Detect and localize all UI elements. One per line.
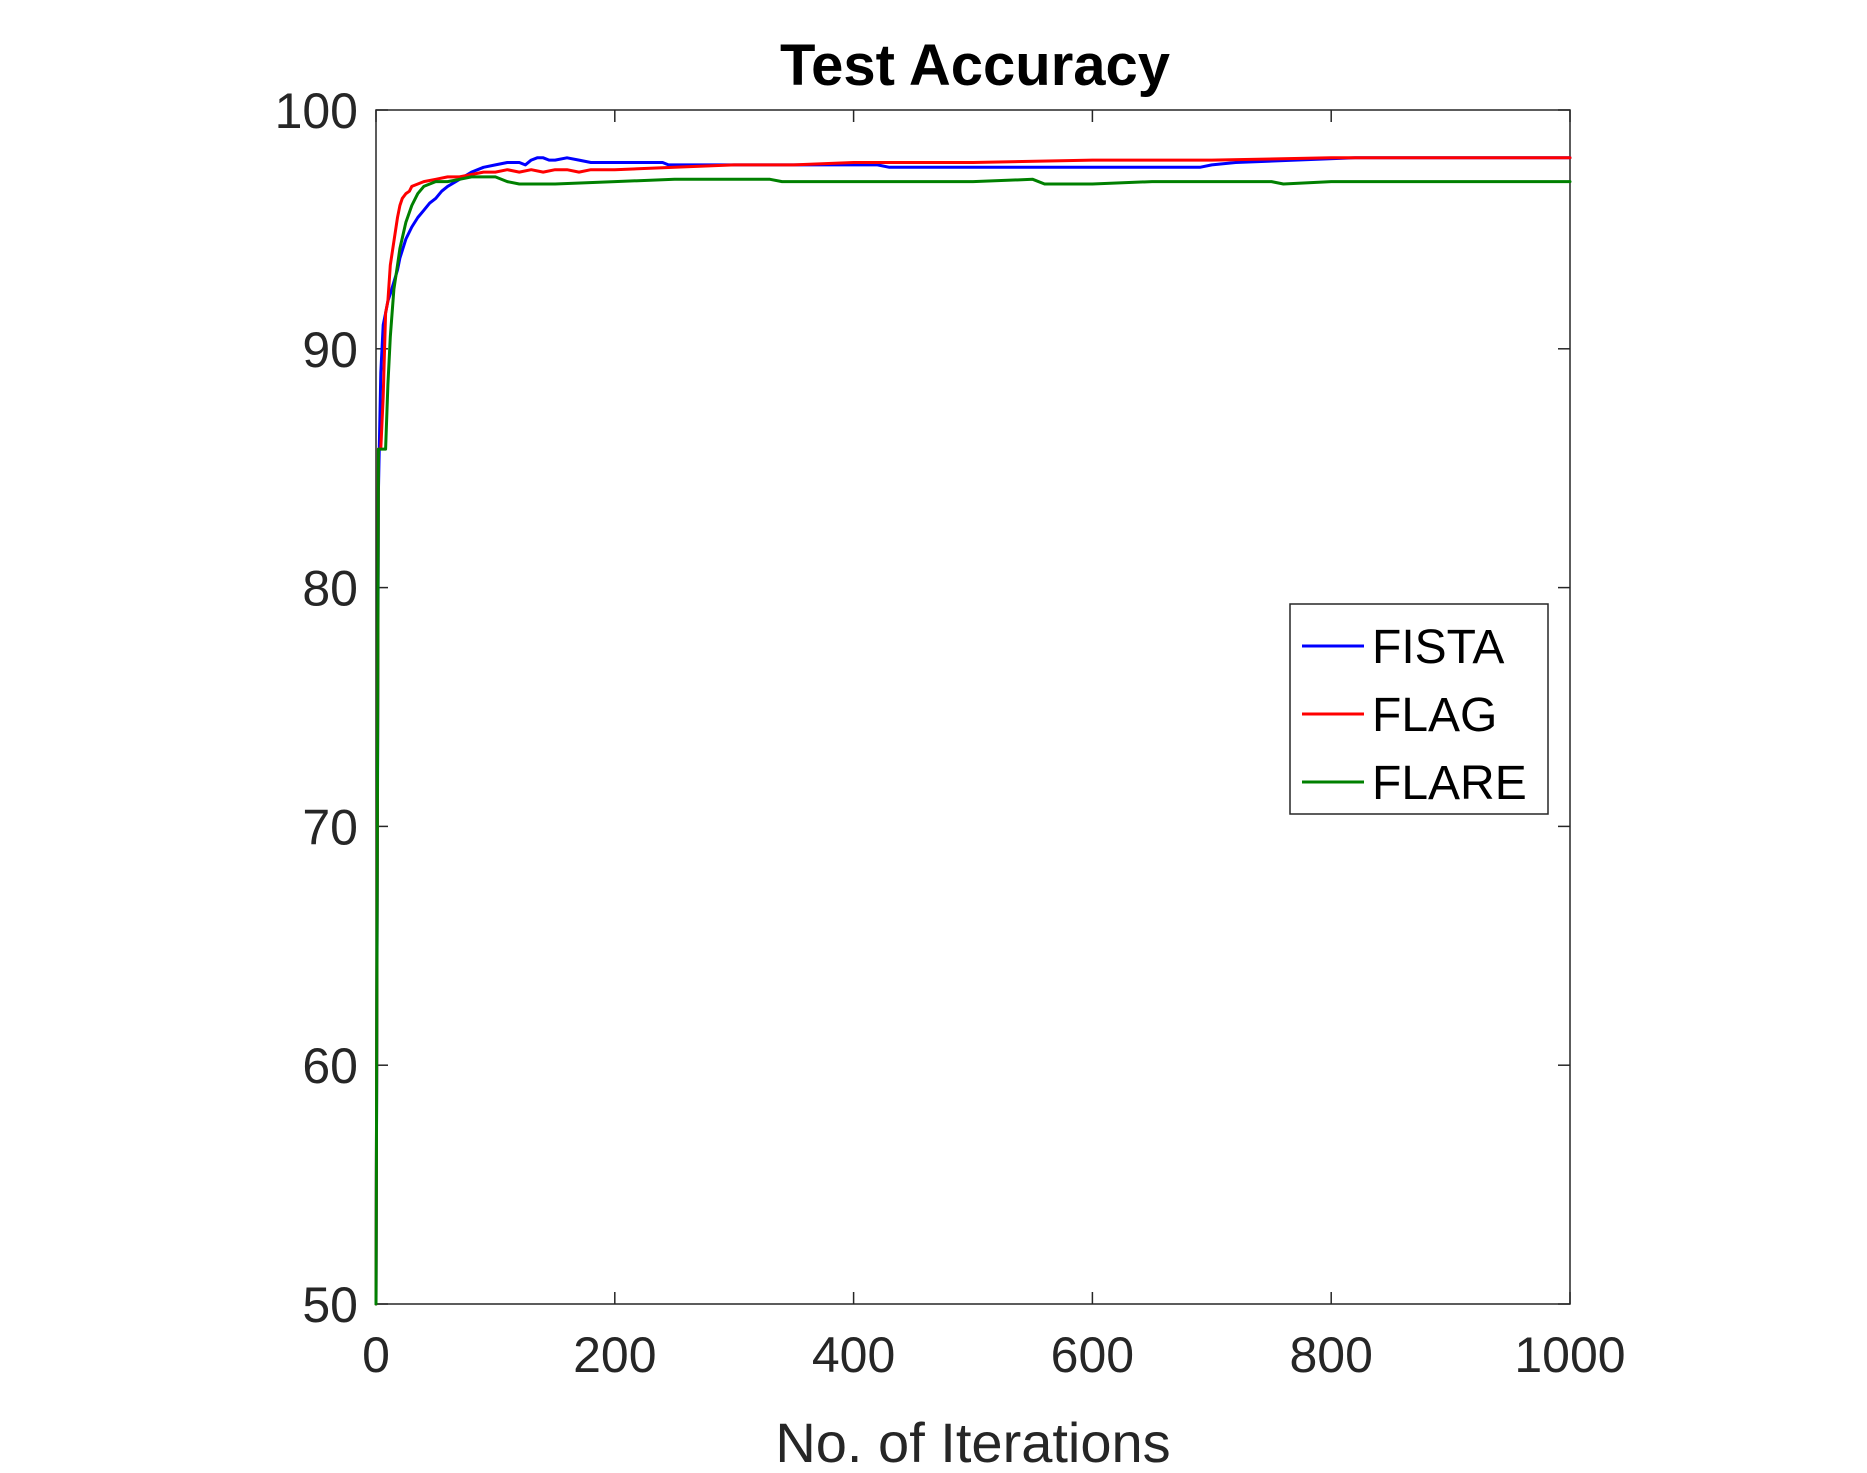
y-tick-label: 90 <box>302 322 358 378</box>
legend: FISTA FLAG FLARE <box>1289 603 1549 815</box>
x-tick-label: 600 <box>1051 1327 1134 1383</box>
legend-label-flare: FLARE <box>1372 757 1527 810</box>
legend-label-flag: FLAG <box>1372 689 1497 742</box>
series-line-flag <box>374 156 1572 1306</box>
legend-box <box>1289 603 1549 815</box>
x-axis-ticks: 0 200 400 600 800 1000 <box>362 110 1626 1383</box>
legend-entries: FISTA FLAG FLARE <box>1302 621 1527 810</box>
x-tick-label: 200 <box>573 1327 656 1383</box>
y-tick-label: 100 <box>275 83 358 139</box>
x-axis-title: No. of Iterations <box>775 1411 1170 1473</box>
y-tick-label: 80 <box>302 561 358 617</box>
chart-title: Test Accuracy <box>780 33 1170 98</box>
x-tick-label: 1000 <box>1514 1327 1625 1383</box>
series-line-flare <box>374 175 1572 1306</box>
legend-label-fista: FISTA <box>1372 621 1504 674</box>
y-tick-label: 50 <box>302 1277 358 1333</box>
y-tick-label: 70 <box>302 799 358 855</box>
x-tick-label: 800 <box>1289 1327 1372 1383</box>
x-tick-label: 400 <box>812 1327 895 1383</box>
series-layer <box>374 156 1572 1306</box>
x-tick-label: 0 <box>362 1327 390 1383</box>
y-axis-ticks: 50 60 70 80 90 100 <box>275 83 1570 1333</box>
y-tick-label: 60 <box>302 1038 358 1094</box>
plot-area-frame <box>375 109 1571 1305</box>
